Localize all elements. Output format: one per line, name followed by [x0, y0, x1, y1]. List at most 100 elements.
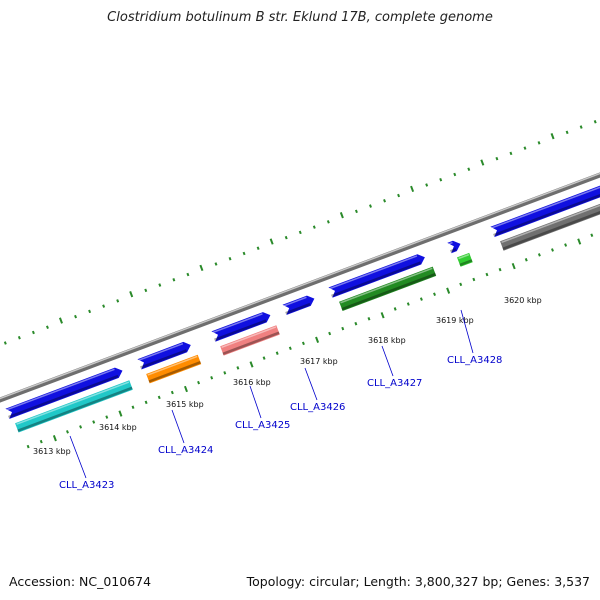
outer-tick-mark	[228, 256, 232, 261]
outer-tick-mark	[88, 309, 92, 314]
gene-label-cll_a3423[interactable]: CLL_A3423	[59, 435, 114, 491]
outer-tick-mark	[410, 185, 415, 193]
cll_a3423-feature-block-shape[interactable]	[15, 380, 133, 433]
gene-label-text[interactable]: CLL_A3424	[158, 445, 213, 456]
outer-tick-mark	[102, 304, 106, 308]
gene-label-cll_a3424[interactable]: CLL_A3424	[158, 409, 213, 456]
cll_a3423-strand-arrow-shape[interactable]	[5, 367, 123, 419]
outer-tick-mark	[509, 151, 513, 156]
outer-tick-mark	[383, 199, 387, 203]
cll_a3427-feature-block-highlight	[340, 267, 433, 304]
inner-tick-mark	[537, 253, 541, 257]
inner-tick-mark	[393, 307, 397, 311]
cll_a3425-strand-arrow-shape[interactable]	[211, 312, 271, 342]
cll_a3426-strand-arrow-shape[interactable]	[282, 295, 315, 315]
inner-tick-mark	[170, 390, 174, 395]
outer-tick-mark	[74, 314, 78, 319]
inner-tick-mark	[328, 331, 332, 336]
cll_a3424-feature-block-shape[interactable]	[146, 354, 202, 384]
outer-tick-mark	[214, 262, 218, 266]
outer-tick-mark	[17, 335, 21, 340]
gene-label-text[interactable]: CLL_A3428	[447, 355, 502, 366]
leader-line	[69, 435, 87, 479]
outer-tick-mark	[550, 133, 555, 140]
cll_a3423-feature-block-shadow	[17, 386, 133, 432]
cll_a3425-feature-block-highlight	[221, 326, 277, 349]
outer-tick-mark	[129, 291, 134, 298]
inner-tick-mark	[498, 267, 502, 272]
gene-label-text[interactable]: CLL_A3427	[367, 378, 422, 389]
outer-tick-mark	[369, 204, 372, 208]
cll_a3425-strand-arrow[interactable]	[211, 312, 271, 342]
inner-tick-mark	[131, 405, 135, 410]
cll_a3424-strand-arrow-shape[interactable]	[137, 341, 191, 370]
cll_a3428-strand-arrow-shadow	[450, 248, 457, 253]
kbp-tick-labels: 3613 kbp 3614 kbp 3615 kbp 3616 kbp 3617 kbp…	[33, 296, 542, 456]
inner-tick-mark	[472, 277, 476, 282]
cll_a3424-strand-arrow[interactable]	[137, 341, 191, 370]
gene-6-feature-block[interactable]	[500, 194, 600, 251]
outer-tick-mark	[467, 167, 471, 171]
gene-6-feature-block-shape[interactable]	[500, 194, 600, 251]
gene-label-cll_a3427[interactable]: CLL_A3427	[367, 345, 422, 389]
cll_a3426-strand-arrow-highlight	[283, 296, 307, 307]
cll_a3424-strand-arrow-shadow	[140, 349, 187, 369]
outer-tick-mark	[256, 246, 260, 250]
outer-tick-mark	[45, 325, 49, 329]
outer-tick-mark	[397, 193, 401, 198]
leader-line	[171, 409, 185, 444]
cll_a3428-strand-arrow-shape[interactable]	[447, 240, 461, 254]
tick-label: 3613 kbp	[33, 447, 71, 456]
inner-tick-mark	[288, 346, 292, 351]
outer-tick-mark	[144, 288, 148, 293]
cll_a3423-feature-block[interactable]	[15, 380, 133, 433]
cll_a3427-strand-arrow[interactable]	[328, 254, 425, 298]
inner-tick-mark	[380, 312, 385, 319]
tick-label: 3615 kbp	[166, 400, 204, 409]
backbone-highlight	[0, 172, 600, 400]
gene-6-strand-arrow-highlight	[491, 186, 600, 229]
gene-6-strand-arrow[interactable]	[490, 180, 600, 238]
gene-label-text[interactable]: CLL_A3425	[235, 420, 290, 431]
cll_a3424-feature-block[interactable]	[146, 354, 202, 384]
gene-6-strand-arrow-shape[interactable]	[490, 180, 600, 238]
outer-tick-mark	[565, 130, 569, 135]
inner-tick-ring	[26, 233, 594, 449]
inner-tick-mark	[459, 282, 463, 287]
outer-tick-mark	[242, 251, 246, 256]
inner-tick-mark	[524, 258, 528, 262]
outer-tick-mark	[284, 235, 288, 240]
inner-tick-mark	[26, 444, 30, 449]
cll_a3428-strand-arrow[interactable]	[447, 240, 461, 254]
gene-label-cll_a3428[interactable]: CLL_A3428	[447, 309, 502, 366]
gene-label-text[interactable]: CLL_A3423	[59, 480, 114, 491]
tick-label: 3618 kbp	[368, 336, 406, 345]
cll_a3427-strand-arrow-shape[interactable]	[328, 254, 425, 298]
gene-label-text[interactable]: CLL_A3426	[290, 402, 345, 413]
gene-label-cll_a3425[interactable]: CLL_A3425	[235, 385, 290, 431]
tick-label: 3620 kbp	[504, 296, 542, 305]
tick-label: 3616 kbp	[233, 378, 271, 387]
inner-tick-mark	[433, 292, 436, 296]
inner-tick-mark	[301, 341, 305, 346]
cll_a3426-strand-arrow[interactable]	[282, 295, 315, 315]
topology-text: Topology: circular; Length: 3,800,327 bp…	[246, 574, 590, 589]
cll_a3427-feature-block[interactable]	[339, 266, 437, 311]
cll_a3428-feature-block-shape[interactable]	[457, 252, 473, 267]
outer-tick-mark	[269, 238, 274, 245]
inner-tick-mark	[105, 415, 109, 419]
inner-tick-mark	[210, 376, 214, 380]
cll_a3428-feature-block[interactable]	[457, 252, 473, 267]
cll_a3425-feature-block-shape[interactable]	[220, 325, 280, 356]
cll_a3427-feature-block-shape[interactable]	[339, 266, 437, 311]
gene-label-cll_a3426[interactable]: CLL_A3426	[290, 367, 345, 413]
inner-tick-mark	[446, 287, 451, 294]
backbone-line	[0, 172, 600, 403]
accession-text: Accession: NC_010674	[9, 574, 152, 589]
cll_a3423-strand-arrow[interactable]	[5, 367, 123, 419]
cll_a3425-feature-block[interactable]	[220, 325, 280, 356]
inner-tick-mark	[315, 336, 320, 344]
inner-tick-mark	[236, 366, 240, 370]
inner-tick-mark	[197, 380, 201, 385]
